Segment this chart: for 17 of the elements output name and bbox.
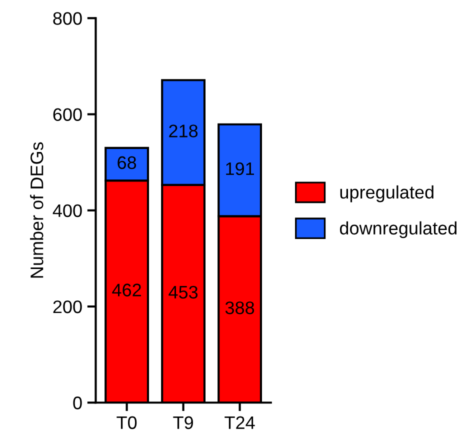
- y-tick-label: 200: [53, 300, 82, 314]
- y-tick-label: 400: [52, 204, 82, 218]
- data-label: 453: [168, 286, 198, 299]
- data-label: 388: [225, 301, 254, 314]
- y-axis-title: Number of DEGs: [30, 142, 44, 278]
- data-label: 218: [169, 124, 198, 138]
- legend-label: downregulated: [340, 221, 456, 238]
- x-tick-label: T24: [224, 416, 255, 429]
- y-tick-label: 600: [53, 108, 82, 121]
- data-label: 191: [226, 162, 254, 176]
- y-tick-label: 0: [73, 396, 82, 410]
- data-label: 462: [112, 284, 141, 296]
- x-tick-label: T0: [116, 416, 137, 430]
- data-label: 68: [118, 156, 136, 170]
- y-tick-label: 800: [53, 12, 82, 25]
- x-tick-label: T9: [173, 416, 193, 430]
- legend-label: upregulated: [340, 185, 434, 202]
